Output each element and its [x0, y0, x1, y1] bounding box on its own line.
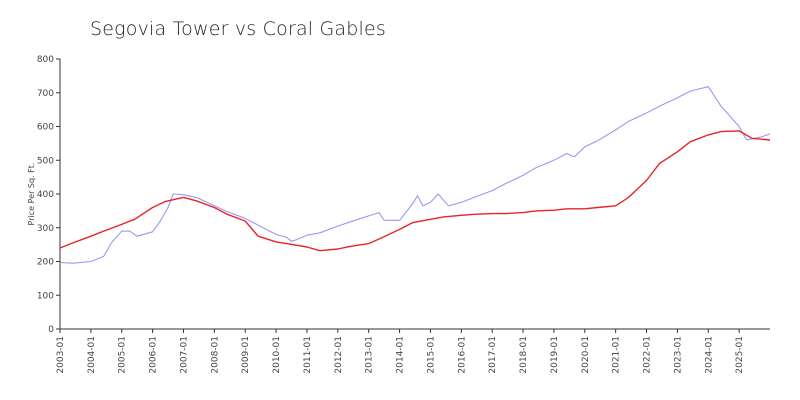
- x-tick-label: 2019-01: [550, 336, 560, 374]
- chart-series-layer: [59, 86, 771, 264]
- chart-axes: 0 100 200 300 400 500 600 700 800 2003-01 2004-01 2…: [37, 55, 770, 374]
- x-tick-label: 2013-01: [365, 336, 375, 374]
- x-tick-label: 2020-01: [581, 336, 591, 374]
- x-tick-label: 2006-01: [149, 336, 159, 374]
- x-tick-label: 2007-01: [179, 336, 189, 374]
- y-tick-label: 600: [37, 123, 54, 133]
- chart-title: Segovia Tower vs Coral Gables: [90, 18, 387, 40]
- series-line-1: [59, 86, 771, 264]
- y-tick-label: 0: [48, 325, 54, 335]
- y-tick-label: 500: [37, 156, 54, 166]
- x-tick-label: 2021-01: [612, 336, 622, 374]
- x-tick-label: 2011-01: [303, 336, 313, 374]
- x-tick-label: 2004-01: [87, 336, 97, 374]
- x-tick-label: 2005-01: [118, 336, 128, 374]
- x-tick-label: 2024-01: [704, 336, 714, 374]
- x-tick-label: 2003-01: [56, 336, 66, 374]
- x-tick-label: 2022-01: [643, 336, 653, 374]
- x-tick-label: 2025-01: [735, 336, 745, 374]
- y-tick-label: 800: [37, 55, 54, 65]
- x-tick-label: 2008-01: [210, 336, 220, 374]
- series-line-2: [59, 130, 771, 252]
- y-tick-label: 700: [37, 89, 54, 99]
- y-tick-label: 300: [37, 224, 54, 234]
- x-tick-label: 2017-01: [488, 336, 498, 374]
- y-tick-label: 200: [37, 258, 54, 268]
- x-tick-label: 2016-01: [457, 336, 467, 374]
- y-tick-label: 400: [37, 190, 54, 200]
- x-tick-label: 2012-01: [334, 336, 344, 374]
- x-tick-label: 2009-01: [241, 336, 251, 374]
- x-tick-label: 2010-01: [272, 336, 282, 374]
- x-tick-label: 2023-01: [673, 336, 683, 374]
- x-tick-label: 2014-01: [396, 336, 406, 374]
- x-tick-label: 2015-01: [426, 336, 436, 374]
- y-axis-label: Price Per Sq. Ft.: [27, 163, 36, 226]
- y-tick-label: 100: [37, 291, 54, 301]
- x-tick-label: 2018-01: [519, 336, 529, 374]
